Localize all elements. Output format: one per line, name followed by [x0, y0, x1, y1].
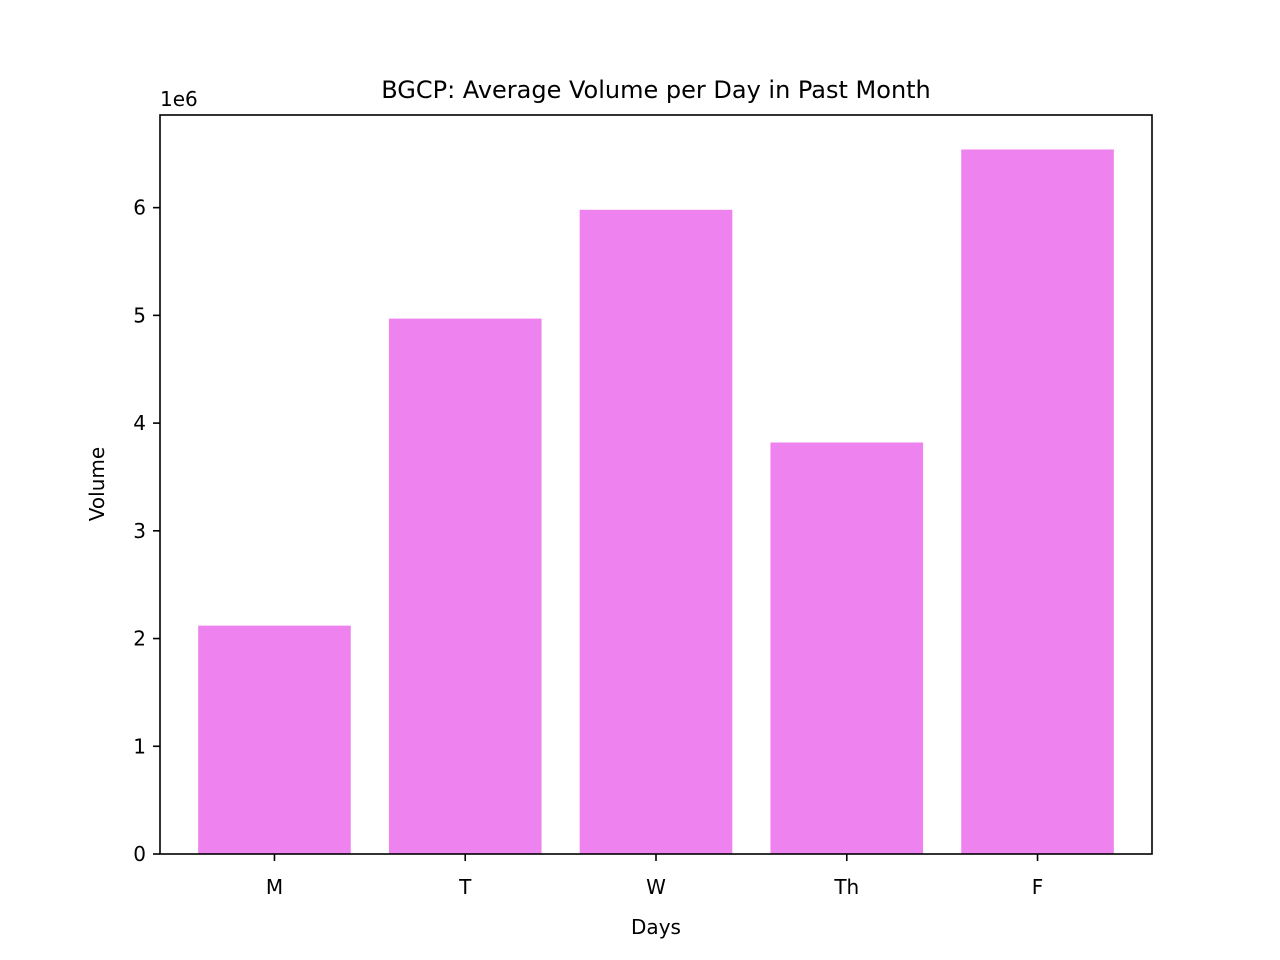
- x-tick-label: W: [646, 875, 666, 899]
- plot-frame: [159, 114, 1153, 855]
- x-ticks-group: M T W Th F: [266, 854, 1043, 899]
- y-tick-label: 0: [133, 842, 146, 866]
- y-tick-label: 3: [133, 519, 146, 543]
- bar-w: [579, 209, 733, 854]
- chart-title: BGCP: Average Volume per Day in Past Mon…: [381, 76, 931, 104]
- x-tick-label: M: [266, 875, 283, 899]
- x-axis-label: Days: [631, 915, 681, 939]
- bar-m: [198, 625, 351, 854]
- y-tick-label: 4: [133, 411, 146, 435]
- bars-group: [198, 149, 1114, 855]
- bar-f: [961, 149, 1114, 855]
- x-tick-label: Th: [833, 875, 859, 899]
- y-tick-label: 2: [133, 627, 146, 651]
- x-tick-label: F: [1032, 875, 1044, 899]
- y-tick-label: 6: [133, 196, 146, 220]
- y-ticks-group: 0 1 2 3 4 5 6: [133, 196, 160, 866]
- y-offset-label: 1e6: [160, 87, 198, 111]
- y-tick-label: 5: [133, 303, 146, 327]
- bar-t: [388, 318, 542, 854]
- bar-th: [770, 442, 924, 854]
- y-tick-label: 1: [133, 734, 146, 758]
- x-tick-label: T: [458, 875, 472, 899]
- y-axis-label: Volume: [85, 447, 109, 521]
